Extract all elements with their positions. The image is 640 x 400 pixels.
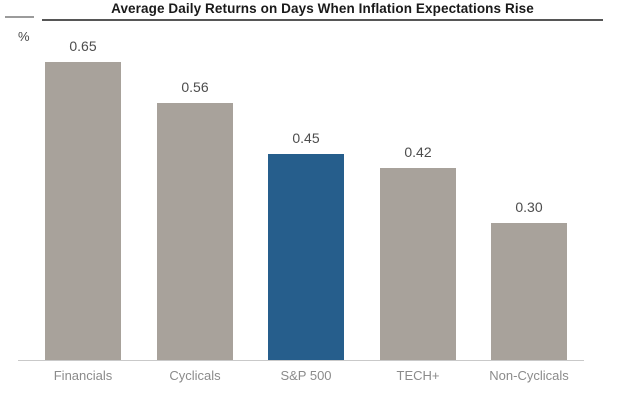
y-axis-unit-label: % [18,29,30,44]
category-label-financials: Financials [53,368,113,383]
bar-value-label-s-p-500: 0.45 [292,130,320,146]
bar-s-p-500 [268,154,344,361]
bar-value-label-financials: 0.65 [69,38,97,54]
bar-tech [380,168,456,361]
bar-value-label-cyclicals: 0.56 [181,79,209,95]
bar-cyclicals [157,103,233,361]
bar-financials [45,62,121,361]
bar-value-label-non-cyclicals: 0.30 [515,199,543,215]
category-label-s-p-500: S&P 500 [280,368,332,383]
corner-rule-line [5,16,34,18]
category-label-non-cyclicals: Non-Cyclicals [489,368,569,383]
x-axis-baseline [18,360,584,361]
category-label-tech: TECH+ [396,368,440,383]
category-label-cyclicals: Cyclicals [169,368,221,383]
bar-value-label-tech: 0.42 [404,144,432,160]
bar-non-cyclicals [491,223,567,361]
chart-title: Average Daily Returns on Days When Infla… [42,1,603,21]
